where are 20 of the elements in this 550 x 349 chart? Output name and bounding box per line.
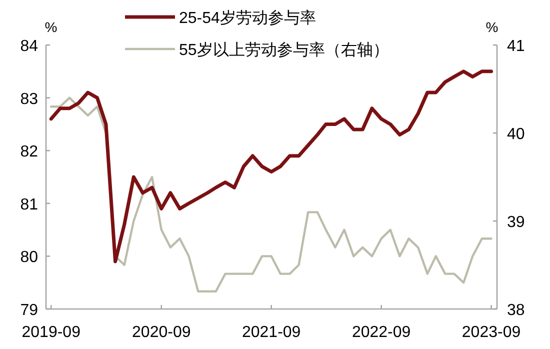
y-tick-label: 80 — [20, 249, 38, 266]
x-tick-label: 2023-09 — [462, 324, 521, 341]
y2-tick-label: 41 — [507, 38, 525, 55]
y2-tick-label: 40 — [507, 126, 525, 143]
x-tick-label: 2022-09 — [352, 324, 411, 341]
y-tick-label: 84 — [20, 38, 38, 55]
y2-tick-label: 38 — [507, 302, 525, 319]
y-tick-label: 83 — [20, 90, 38, 108]
y2-tick-label: 39 — [507, 214, 525, 231]
x-tick-label: 2021-09 — [242, 324, 301, 341]
y2-axis-title: % — [486, 19, 498, 35]
x-tick-label: 2019-09 — [22, 324, 81, 341]
line-series — [49, 70, 494, 264]
legend-label: 55岁以上劳动参与率（右轴） — [179, 41, 389, 59]
y-tick-label: 79 — [20, 302, 38, 319]
x-tick-label: 2020-09 — [132, 324, 191, 341]
y-tick-label: 82 — [20, 144, 38, 161]
y-tick-label: 81 — [20, 196, 38, 214]
legend-label: 25-54岁劳动参与率 — [179, 9, 316, 27]
y-axis-title: % — [44, 19, 58, 35]
